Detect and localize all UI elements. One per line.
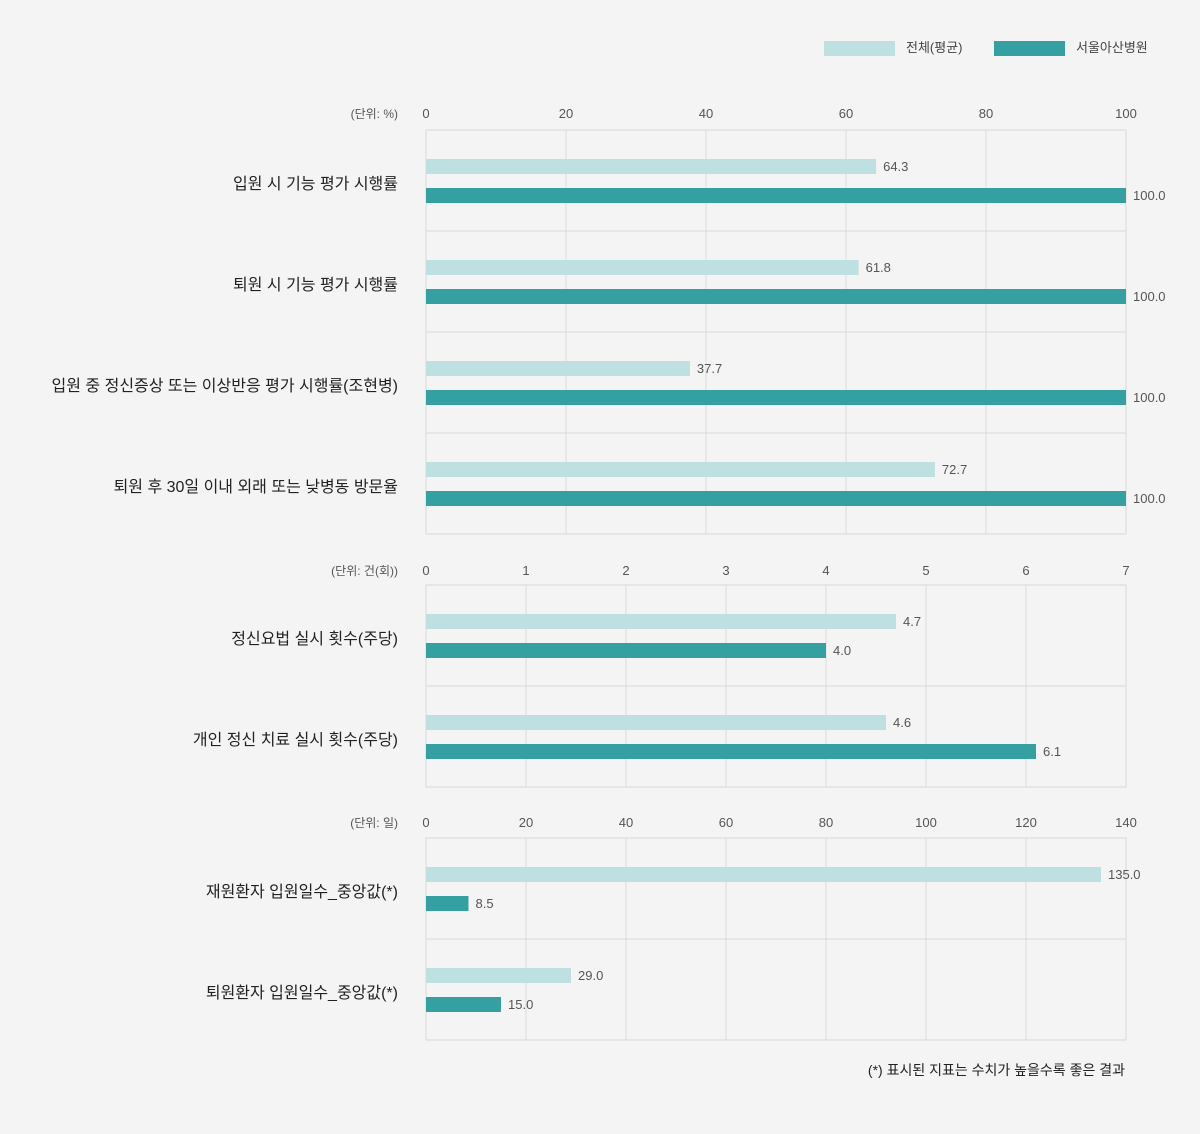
x-tick-label: 6 (1022, 563, 1029, 578)
unit-label: (단위: %) (351, 107, 398, 121)
data-label-average: 37.7 (697, 361, 722, 376)
data-label-average: 61.8 (866, 260, 891, 275)
data-label-hospital: 15.0 (508, 997, 533, 1012)
x-tick-label: 20 (559, 106, 573, 121)
bar-hospital (426, 390, 1126, 405)
bar-average (426, 361, 690, 376)
bar-hospital (426, 896, 469, 911)
x-tick-label: 0 (422, 563, 429, 578)
bar-average (426, 614, 896, 629)
x-tick-label: 140 (1115, 815, 1137, 830)
category-label: 입원 중 정신증상 또는 이상반응 평가 시행률(조현병) (52, 377, 398, 395)
chart-panel-1: 0 20 40 60 80 100 (단위: %) 입원 시 기능 평가 시행률 64.3 100… (52, 106, 1166, 535)
x-tick-label: 80 (979, 106, 993, 121)
bar-average (426, 260, 859, 275)
unit-label: (단위: 일) (350, 816, 398, 830)
x-tick-label: 60 (839, 106, 853, 121)
data-label-average: 135.0 (1108, 867, 1141, 882)
x-tick-label: 40 (619, 815, 633, 830)
x-tick-label: 3 (722, 563, 729, 578)
legend-label-hospital: 서울아산병원 (1076, 40, 1148, 55)
x-tick-label: 4 (822, 563, 829, 578)
legend-label-average: 전체(평균) (906, 40, 963, 55)
category-label: 입원 시 기능 평가 시행률 (233, 175, 398, 193)
bar-hospital (426, 491, 1126, 506)
data-label-hospital: 100.0 (1133, 289, 1166, 304)
x-tick-label: 100 (915, 815, 937, 830)
x-tick-label: 7 (1122, 563, 1129, 578)
footnote: (*) 표시된 지표는 수치가 높을수록 좋은 결과 (868, 1062, 1125, 1078)
category-label: 재원환자 입원일수_중앙값(*) (206, 883, 398, 901)
data-label-average: 4.7 (903, 614, 921, 629)
bar-average (426, 159, 877, 174)
chart-panel-3: 0 20 40 60 80 100 120 140 (단위: 일) 재원환자 입원일수_중앙값(*… (206, 815, 1141, 1041)
data-label-hospital: 100.0 (1133, 491, 1166, 506)
category-label: 퇴원 후 30일 이내 외래 또는 낮병동 방문율 (114, 478, 398, 496)
legend-swatch-average (824, 41, 895, 56)
category-label: 퇴원 시 기능 평가 시행률 (233, 276, 398, 294)
bar-hospital (426, 997, 501, 1012)
data-label-hospital: 100.0 (1133, 188, 1166, 203)
data-label-average: 64.3 (883, 159, 908, 174)
x-tick-label: 5 (922, 563, 929, 578)
bar-hospital (426, 188, 1126, 203)
data-label-average: 72.7 (942, 462, 967, 477)
bar-hospital (426, 289, 1126, 304)
chart-panel-2: 0 1 2 3 4 5 6 7 (단위: 건(회)) 정신요법 실시 횟수(주당) 4.7 4.0 개인… (193, 563, 1130, 788)
legend: 전체(평균) 서울아산병원 (824, 40, 1148, 56)
x-tick-label: 80 (819, 815, 833, 830)
category-label: 개인 정신 치료 실시 횟수(주당) (193, 731, 398, 749)
data-label-hospital: 100.0 (1133, 390, 1166, 405)
x-tick-label: 40 (699, 106, 713, 121)
unit-label: (단위: 건(회)) (331, 564, 398, 578)
category-label: 퇴원환자 입원일수_중앙값(*) (206, 984, 398, 1002)
x-tick-label: 0 (422, 815, 429, 830)
legend-swatch-hospital (994, 41, 1065, 56)
x-tick-label: 60 (719, 815, 733, 830)
x-tick-label: 120 (1015, 815, 1037, 830)
data-label-hospital: 4.0 (833, 643, 851, 658)
bar-average (426, 715, 886, 730)
bar-average (426, 867, 1101, 882)
x-tick-label: 2 (622, 563, 629, 578)
bar-hospital (426, 643, 826, 658)
data-label-hospital: 8.5 (476, 896, 494, 911)
x-tick-label: 100 (1115, 106, 1137, 121)
category-label: 정신요법 실시 횟수(주당) (231, 630, 398, 648)
bar-average (426, 968, 571, 983)
data-label-hospital: 6.1 (1043, 744, 1061, 759)
bar-average (426, 462, 935, 477)
data-label-average: 29.0 (578, 968, 603, 983)
x-tick-label: 0 (422, 106, 429, 121)
x-tick-label: 1 (522, 563, 529, 578)
x-tick-label: 20 (519, 815, 533, 830)
bar-hospital (426, 744, 1036, 759)
data-label-average: 4.6 (893, 715, 911, 730)
